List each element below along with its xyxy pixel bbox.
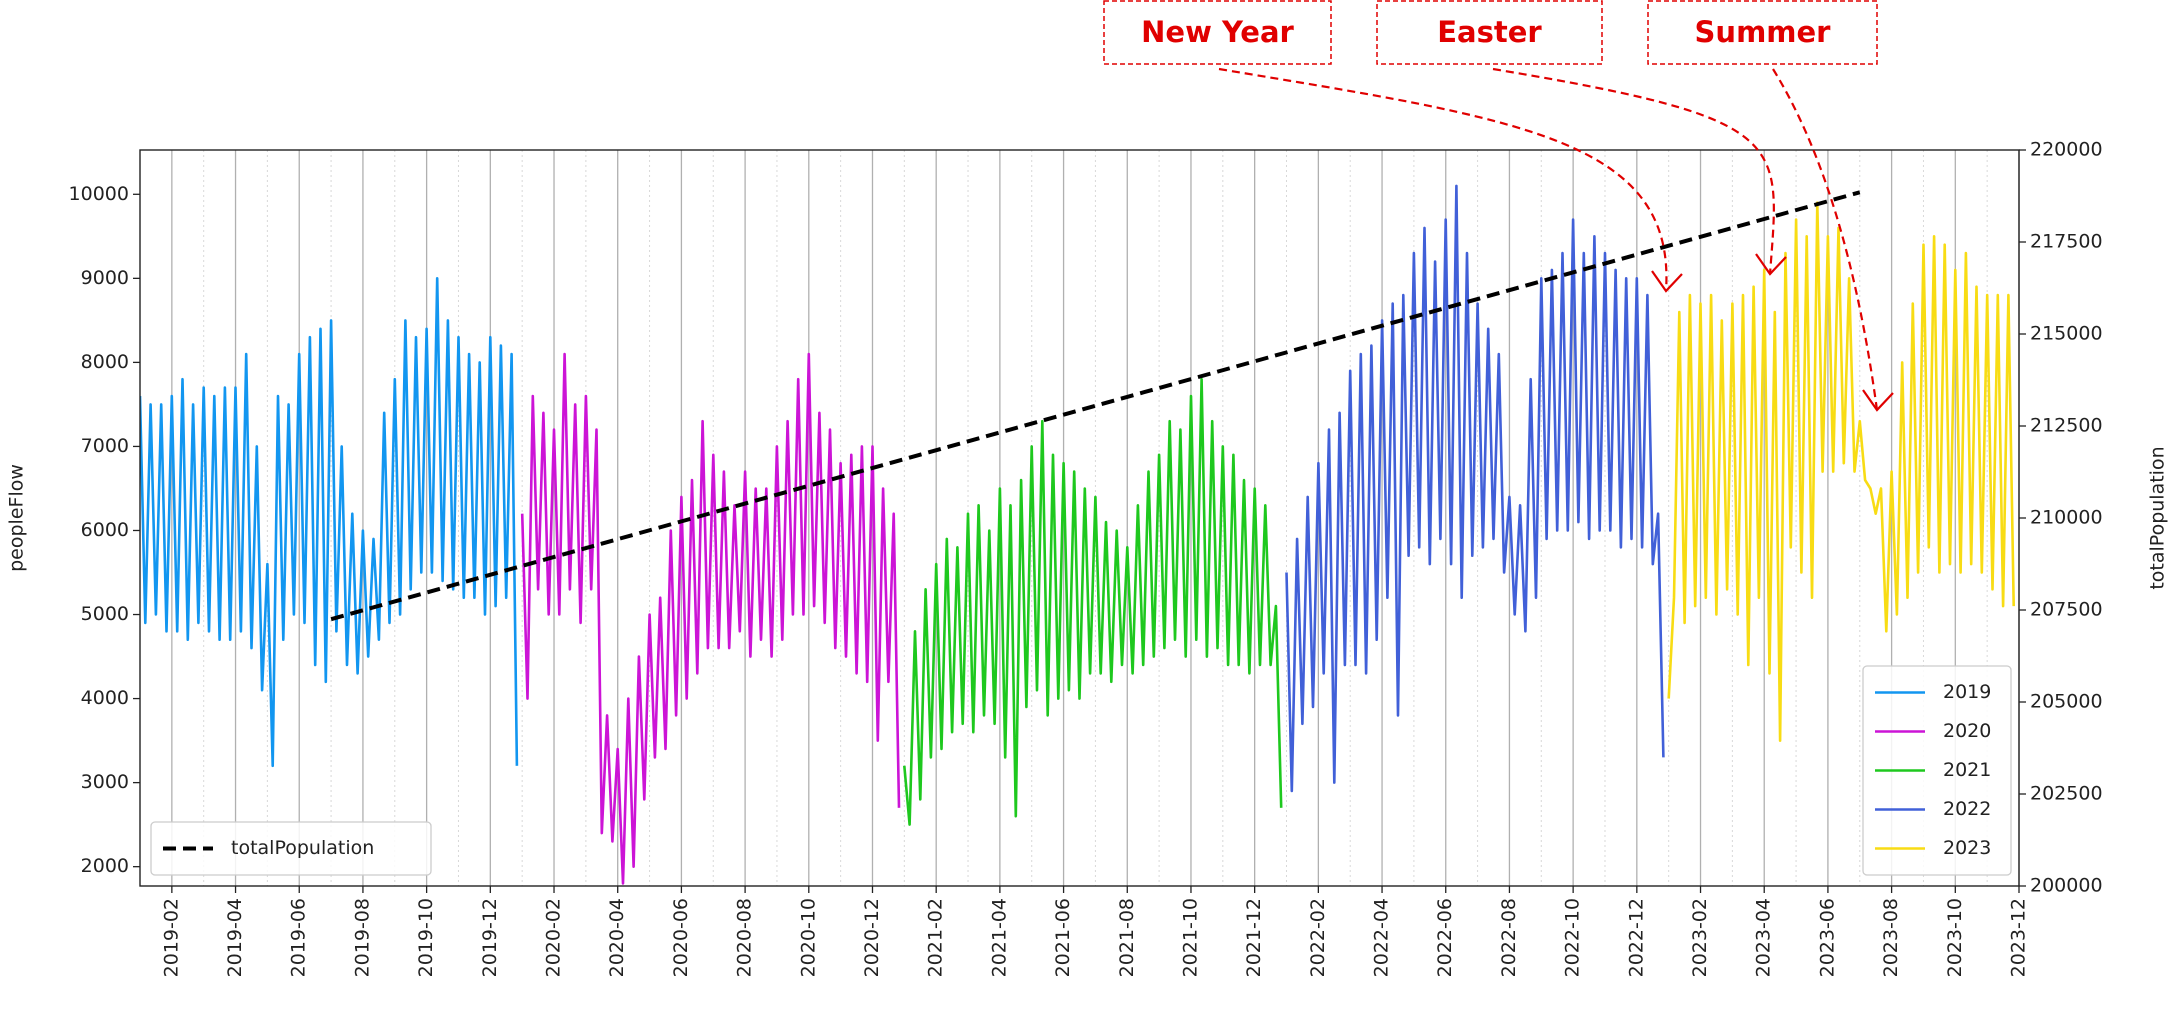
annotation-box xyxy=(1647,0,1878,65)
y2-axis-label: totalPopulation xyxy=(2147,446,2169,589)
x-tick-label: 2023-08 xyxy=(1880,898,1902,977)
x-tick-label: 2021-02 xyxy=(925,898,947,977)
y-tick-label: 2000 xyxy=(81,855,129,877)
y2-tick-label: 205000 xyxy=(2030,691,2103,713)
y2-tick-label: 215000 xyxy=(2030,323,2103,345)
x-tick-label: 2021-10 xyxy=(1179,898,1201,977)
x-tick-label: 2022-10 xyxy=(1562,898,1584,977)
annotation-arrow xyxy=(1218,67,1668,292)
y-tick-label: 10000 xyxy=(69,183,129,205)
x-tick-label: 2023-04 xyxy=(1753,898,1775,977)
x-tick-label: 2021-04 xyxy=(988,898,1010,977)
y-tick-label: 9000 xyxy=(81,267,129,289)
legend-label: 2021 xyxy=(1943,759,1991,781)
series-line xyxy=(1285,184,1665,793)
annotation-arrow xyxy=(1492,67,1775,275)
x-tick-label: 2022-12 xyxy=(1625,898,1647,977)
legend-box xyxy=(1862,665,2012,876)
annotation-arrowhead xyxy=(1862,389,1894,412)
series-line xyxy=(330,190,1861,622)
y2-tick-label: 207500 xyxy=(2030,599,2103,621)
y2-tick-label: 200000 xyxy=(2030,875,2103,897)
legend-label: 2022 xyxy=(1943,798,1991,820)
x-tick-label: 2021-08 xyxy=(1116,898,1138,977)
series-line xyxy=(520,352,901,885)
annotation-arrowhead xyxy=(1651,270,1683,293)
x-tick-label: 2022-08 xyxy=(1498,898,1520,977)
y-tick-label: 4000 xyxy=(81,687,129,709)
x-tick-label: 2020-04 xyxy=(606,898,628,977)
legend-label: totalPopulation xyxy=(231,837,374,859)
y-axis-label: peopleFlow xyxy=(6,464,28,572)
annotation-text: New Year xyxy=(1141,15,1294,49)
x-tick-label: 2020-06 xyxy=(670,898,692,977)
series-line xyxy=(1667,201,2015,742)
series-line xyxy=(903,377,1283,826)
x-tick-label: 2019-08 xyxy=(351,898,373,977)
y2-tick-label: 220000 xyxy=(2030,139,2103,161)
y2-tick-label: 217500 xyxy=(2030,231,2103,253)
legend-label: 2023 xyxy=(1943,837,1991,859)
x-tick-label: 2023-02 xyxy=(1689,898,1711,977)
x-tick-label: 2019-10 xyxy=(415,898,437,977)
y-tick-label: 8000 xyxy=(81,351,129,373)
x-tick-label: 2022-06 xyxy=(1434,898,1456,977)
x-tick-label: 2023-10 xyxy=(1944,898,1966,977)
y-tick-label: 5000 xyxy=(81,603,129,625)
annotation-arrow xyxy=(1772,68,1879,411)
legend-box xyxy=(150,821,432,876)
y2-tick-label: 210000 xyxy=(2030,507,2103,529)
x-tick-label: 2021-06 xyxy=(1052,898,1074,977)
x-tick-label: 2020-08 xyxy=(734,898,756,977)
x-tick-label: 2019-02 xyxy=(160,898,182,977)
x-tick-label: 2023-06 xyxy=(1816,898,1838,977)
x-tick-label: 2019-04 xyxy=(224,898,246,977)
y-tick-label: 6000 xyxy=(81,519,129,541)
legend-label: 2020 xyxy=(1943,720,1991,742)
y2-tick-label: 212500 xyxy=(2030,415,2103,437)
x-tick-label: 2020-02 xyxy=(543,898,565,977)
annotation-box xyxy=(1376,0,1603,65)
y2-tick-label: 202500 xyxy=(2030,783,2103,805)
annotation-box xyxy=(1103,0,1332,65)
annotation-text: Easter xyxy=(1437,15,1542,49)
x-tick-label: 2020-12 xyxy=(861,898,883,977)
x-tick-label: 2021-12 xyxy=(1243,898,1265,977)
x-tick-label: 2023-12 xyxy=(2008,898,2030,977)
annotation-text: Summer xyxy=(1695,15,1832,49)
y-tick-label: 3000 xyxy=(81,771,129,793)
legend-label: 2019 xyxy=(1943,681,1991,703)
x-tick-label: 2022-02 xyxy=(1307,898,1329,977)
plot-frame xyxy=(139,149,2020,887)
annotation-arrowhead xyxy=(1755,253,1787,276)
x-tick-label: 2019-12 xyxy=(479,898,501,977)
x-tick-label: 2019-06 xyxy=(288,898,310,977)
series-line xyxy=(140,277,519,768)
y-tick-label: 7000 xyxy=(81,435,129,457)
x-tick-label: 2020-10 xyxy=(797,898,819,977)
x-tick-label: 2022-04 xyxy=(1371,898,1393,977)
